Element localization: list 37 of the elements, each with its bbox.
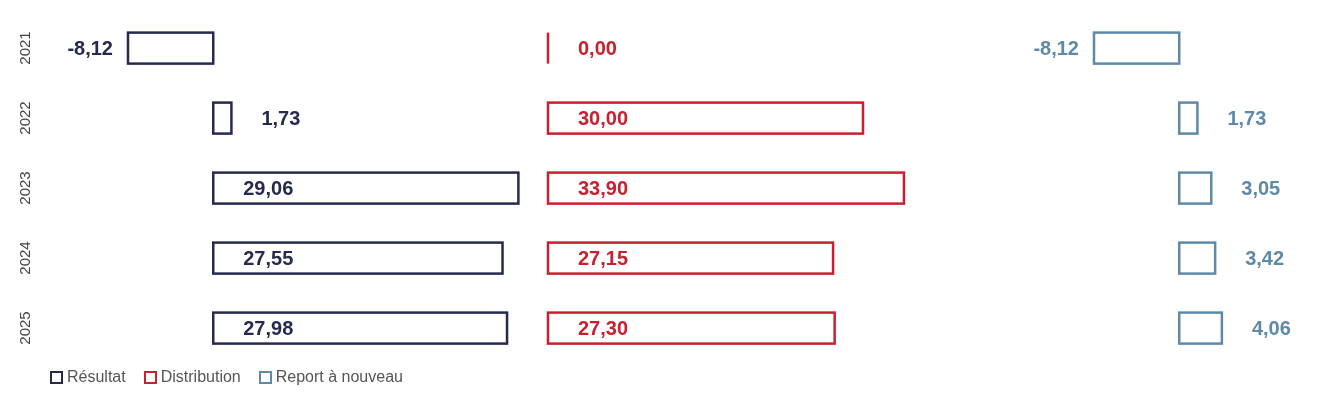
data-label: 27,15	[578, 247, 629, 270]
data-label: 27,55	[243, 247, 294, 270]
y-tick-label: 2025	[16, 311, 33, 345]
bar	[1178, 101, 1199, 135]
y-tick-label: 2021	[16, 31, 33, 65]
data-label: 3,42	[1245, 247, 1285, 270]
data-label: 3,05	[1241, 177, 1281, 200]
bar	[547, 101, 865, 135]
y-tick-label: 2024	[16, 241, 33, 275]
data-label: -8,12	[1033, 37, 1080, 60]
data-label: 4,06	[1252, 317, 1292, 340]
bar	[212, 171, 520, 205]
bar	[547, 241, 835, 275]
data-label: 0,00	[578, 37, 618, 60]
bar	[1178, 311, 1224, 345]
legend-label: Distribution	[160, 368, 241, 386]
bar	[1093, 31, 1181, 65]
data-label: 27,30	[578, 317, 629, 340]
data-label: 29,06	[243, 177, 294, 200]
data-label: 30,00	[578, 107, 629, 130]
bar	[547, 171, 906, 205]
bar	[212, 101, 233, 135]
data-label: 33,90	[578, 177, 629, 200]
data-label: 1,73	[1227, 107, 1267, 130]
bar	[212, 311, 509, 345]
bar	[1178, 241, 1217, 275]
bar	[1178, 171, 1213, 205]
data-label: 27,98	[243, 317, 294, 340]
legend-label: Résultat	[67, 368, 126, 386]
bar	[212, 241, 504, 275]
legend-label: Report à nouveau	[275, 368, 403, 386]
bar	[547, 311, 837, 345]
data-label: -8,12	[67, 37, 113, 60]
y-tick-label: 2022	[16, 101, 33, 135]
bar	[126, 31, 215, 65]
data-label: 1,73	[261, 107, 301, 130]
y-tick-label: 2023	[16, 171, 33, 205]
